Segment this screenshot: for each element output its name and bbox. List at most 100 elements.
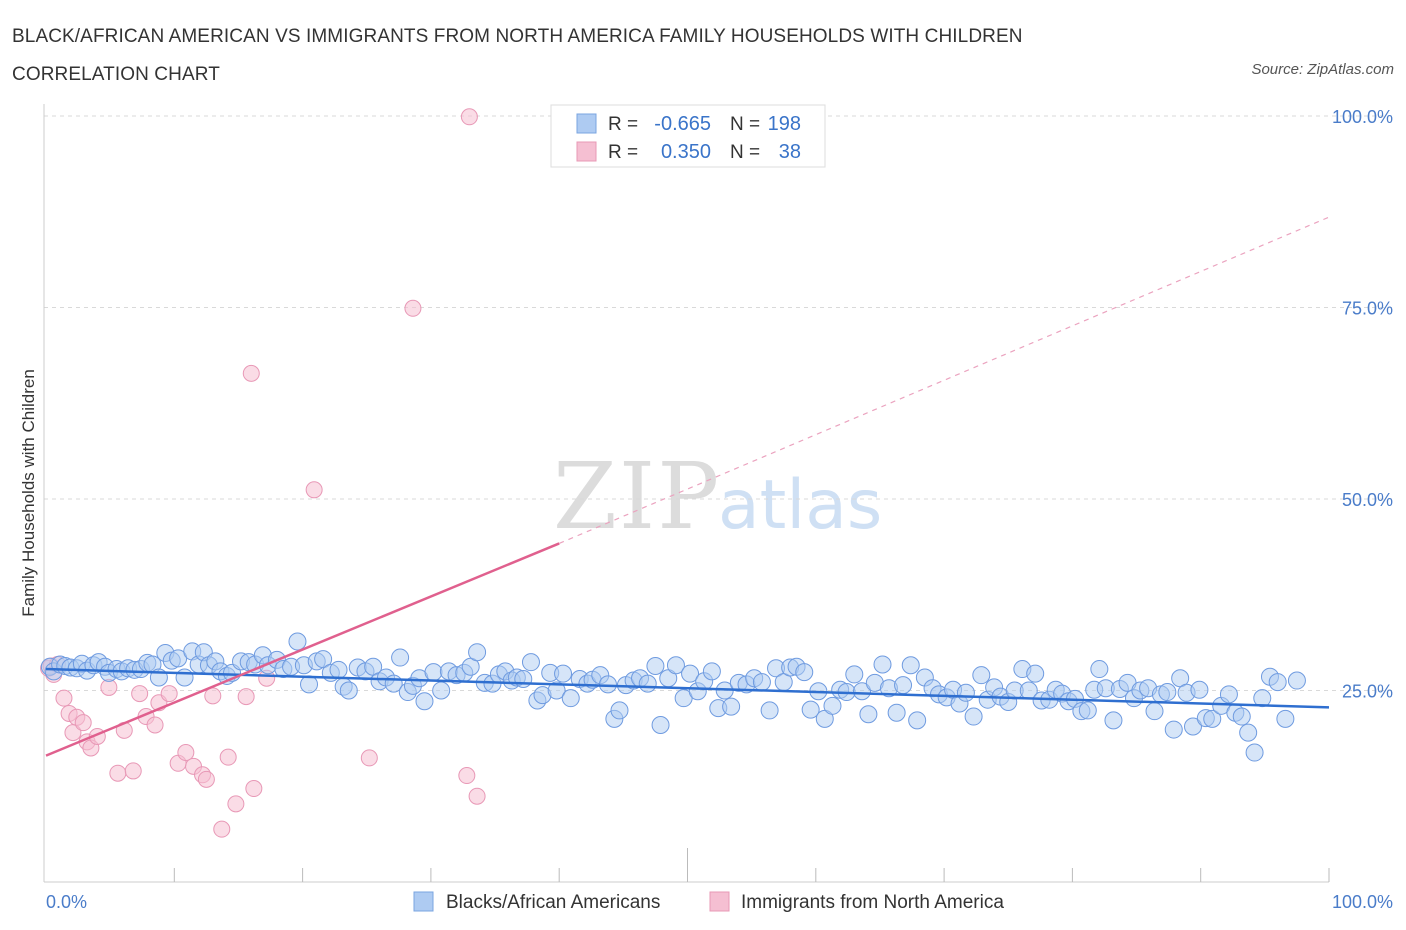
blacks-point bbox=[845, 665, 864, 684]
blacks-point bbox=[722, 697, 741, 716]
blacks-point bbox=[1158, 683, 1177, 702]
immigrants-point bbox=[404, 299, 422, 317]
blacks-point bbox=[752, 673, 771, 692]
bottom-legend-label-blue: Blacks/African Americans bbox=[446, 892, 660, 913]
blacks-point bbox=[1078, 701, 1097, 720]
blacks-point bbox=[598, 675, 617, 694]
blacks-point bbox=[646, 656, 665, 675]
blacks-point bbox=[760, 701, 779, 720]
immigrants-point bbox=[305, 481, 323, 499]
blacks-point bbox=[1276, 709, 1295, 728]
blacks-point bbox=[681, 664, 700, 683]
grid bbox=[44, 115, 1392, 691]
blacks-point bbox=[901, 656, 920, 675]
immigrants-point bbox=[227, 795, 245, 813]
legend-r-value-1: 0.350 bbox=[661, 141, 711, 163]
y-tick-labels: 25.0% 50.0% 75.0% 100.0% bbox=[1332, 107, 1393, 702]
blacks-point bbox=[175, 668, 194, 687]
immigrants-point bbox=[177, 744, 195, 762]
immigrants-point bbox=[237, 688, 255, 706]
blacks-point bbox=[1287, 671, 1306, 690]
blacks-point bbox=[521, 653, 540, 672]
blacks-point bbox=[964, 707, 983, 726]
watermark-zip: ZIP bbox=[553, 443, 721, 550]
legend: R = -0.665 N = 198 R = 0.350 N = 38 bbox=[550, 104, 826, 168]
bottom-legend-swatch-blue bbox=[413, 891, 434, 912]
blacks-point bbox=[972, 666, 991, 685]
immigrants-point bbox=[131, 685, 149, 703]
blacks-point bbox=[1245, 743, 1264, 762]
legend-n-label-0: N = bbox=[730, 114, 760, 135]
blacks-point bbox=[1190, 680, 1209, 699]
blacks-point bbox=[852, 682, 871, 701]
bottom-legend: Blacks/African Americans Immigrants from… bbox=[413, 891, 1004, 913]
x-ticks bbox=[173, 848, 1330, 882]
watermark-atlas: atlas bbox=[718, 466, 882, 545]
blacks-point bbox=[801, 700, 820, 719]
immigrants-point bbox=[468, 787, 486, 805]
blacks-point bbox=[887, 703, 906, 722]
x-tick-label-0: 0.0% bbox=[46, 892, 87, 912]
immigrants-point bbox=[219, 748, 237, 766]
blacks-point bbox=[651, 715, 670, 734]
blacks-point bbox=[1090, 660, 1109, 679]
immigrants-point bbox=[360, 749, 378, 767]
blacks-point bbox=[956, 683, 975, 702]
legend-n-value-1: 38 bbox=[779, 141, 801, 163]
blacks-point bbox=[288, 632, 307, 651]
blacks-point bbox=[415, 692, 434, 711]
blacks-point bbox=[610, 701, 629, 720]
legend-r-label-0: R = bbox=[608, 114, 638, 135]
blacks-point bbox=[329, 660, 348, 679]
blacks-trend-line bbox=[45, 667, 1330, 709]
immigrants-point bbox=[55, 689, 73, 707]
bottom-legend-swatch-pink bbox=[709, 891, 730, 912]
blacks-point bbox=[314, 650, 333, 669]
legend-n-label-1: N = bbox=[730, 142, 760, 163]
blacks-point bbox=[554, 664, 573, 683]
legend-n-value-0: 198 bbox=[768, 113, 801, 135]
blacks-point bbox=[391, 648, 410, 667]
immigrants-point bbox=[109, 764, 127, 782]
immigrants-point bbox=[146, 716, 164, 734]
blacks-point bbox=[795, 663, 814, 682]
blacks-point bbox=[514, 670, 533, 689]
blacks-point bbox=[702, 662, 721, 681]
blacks-point bbox=[638, 674, 657, 693]
blacks-point bbox=[561, 689, 580, 708]
chart-title: BLACK/AFRICAN AMERICAN VS IMMIGRANTS FRO… bbox=[12, 26, 1023, 85]
x-tick-label-1: 100.0% bbox=[1332, 892, 1393, 912]
immigrants-point bbox=[124, 762, 142, 780]
blacks-point bbox=[1268, 673, 1287, 692]
blacks-point bbox=[1164, 720, 1183, 739]
blacks-point bbox=[1145, 702, 1164, 721]
blacks-point bbox=[1232, 707, 1251, 726]
immigrants-trend-extension bbox=[558, 216, 1330, 544]
immigrants-trend-line bbox=[45, 542, 560, 757]
blacks-point bbox=[1219, 685, 1238, 704]
legend-r-label-1: R = bbox=[608, 142, 638, 163]
series-immigrants-points bbox=[40, 108, 486, 838]
blacks-point bbox=[1203, 709, 1222, 728]
blacks-point bbox=[873, 655, 892, 674]
immigrants-point bbox=[160, 685, 178, 703]
blacks-point bbox=[1026, 664, 1045, 683]
blacks-point bbox=[432, 681, 451, 700]
blacks-point bbox=[859, 705, 878, 724]
legend-swatch-pink bbox=[576, 141, 597, 162]
bottom-legend-label-pink: Immigrants from North America bbox=[741, 892, 1004, 913]
blacks-point bbox=[468, 643, 487, 662]
immigrants-point bbox=[213, 820, 231, 838]
legend-box bbox=[550, 104, 826, 168]
blacks-point bbox=[1239, 723, 1258, 742]
blacks-point bbox=[894, 676, 913, 695]
immigrants-point bbox=[197, 770, 215, 788]
immigrants-point bbox=[460, 108, 478, 126]
blacks-point bbox=[339, 681, 358, 700]
blacks-point bbox=[1253, 689, 1272, 708]
blacks-point bbox=[666, 656, 685, 675]
blacks-point bbox=[823, 696, 842, 715]
legend-swatch-blue bbox=[576, 113, 597, 134]
y-tick-label-100: 100.0% bbox=[1332, 107, 1393, 127]
